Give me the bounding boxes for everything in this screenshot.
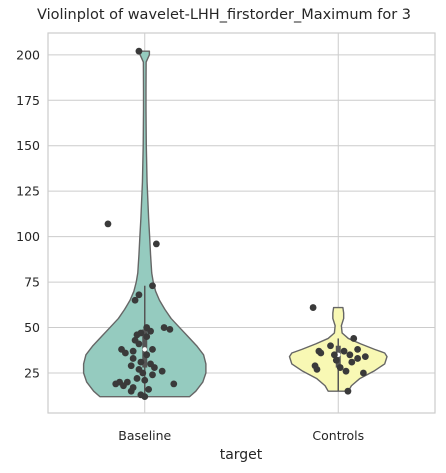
data-point: [166, 325, 174, 333]
data-point: [160, 324, 168, 331]
data-point: [340, 347, 348, 355]
data-point: [332, 356, 340, 364]
x-tick-label: Baseline: [118, 428, 171, 443]
data-point: [151, 364, 158, 371]
data-point: [342, 367, 350, 375]
y-tick-label: 150: [16, 138, 40, 153]
data-point: [354, 355, 361, 362]
data-point: [137, 358, 145, 366]
y-tick-label: 50: [24, 320, 40, 335]
data-point: [129, 347, 137, 355]
data-point: [346, 351, 354, 359]
data-point: [135, 291, 143, 299]
data-point: [330, 351, 338, 359]
data-point: [313, 365, 321, 373]
data-point: [158, 367, 166, 375]
data-point: [104, 220, 112, 228]
data-point: [133, 375, 141, 382]
plot-frame: [47, 32, 436, 414]
y-tick-label: 25: [24, 366, 40, 381]
data-point: [317, 349, 325, 357]
data-point: [354, 345, 361, 353]
tick-layer: 25 50 75 100 125 150 175 200 Baseline Controls: [16, 47, 364, 443]
violin-median-marker: [142, 347, 147, 352]
data-point: [135, 47, 143, 55]
violin-layer: [82, 47, 388, 401]
data-point: [120, 382, 127, 390]
data-point: [129, 355, 137, 362]
data-point: [141, 376, 149, 384]
data-point: [348, 358, 356, 366]
data-point: [139, 369, 147, 377]
y-tick-label: 200: [16, 47, 40, 62]
data-point: [141, 393, 149, 401]
y-tick-label: 175: [16, 93, 40, 108]
data-point: [149, 345, 156, 353]
data-point: [143, 351, 151, 359]
x-tick-label: Controls: [312, 428, 364, 443]
data-point: [360, 369, 367, 377]
data-point: [327, 342, 334, 350]
y-tick-label: 125: [16, 184, 40, 199]
data-point: [135, 340, 143, 348]
data-point: [170, 380, 178, 388]
data-point: [149, 282, 156, 290]
data-point: [336, 364, 344, 371]
data-point: [122, 349, 129, 357]
data-point: [344, 387, 352, 395]
chart-title: Violinplot of wavelet-LHH_firstorder_Max…: [37, 7, 411, 23]
y-tick-label: 75: [24, 275, 40, 290]
data-point: [361, 353, 369, 361]
data-point: [147, 327, 154, 335]
data-point: [127, 362, 135, 370]
data-point: [309, 304, 317, 311]
data-point: [350, 335, 358, 342]
data-point: [149, 371, 156, 379]
data-point: [131, 296, 139, 304]
data-point: [143, 333, 151, 341]
data-point: [133, 331, 141, 339]
y-tick-label: 100: [16, 229, 40, 244]
data-point: [127, 387, 135, 395]
data-point: [152, 240, 160, 248]
data-point: [145, 385, 153, 393]
x-axis-label: target: [220, 447, 263, 463]
data-point: [112, 380, 120, 388]
